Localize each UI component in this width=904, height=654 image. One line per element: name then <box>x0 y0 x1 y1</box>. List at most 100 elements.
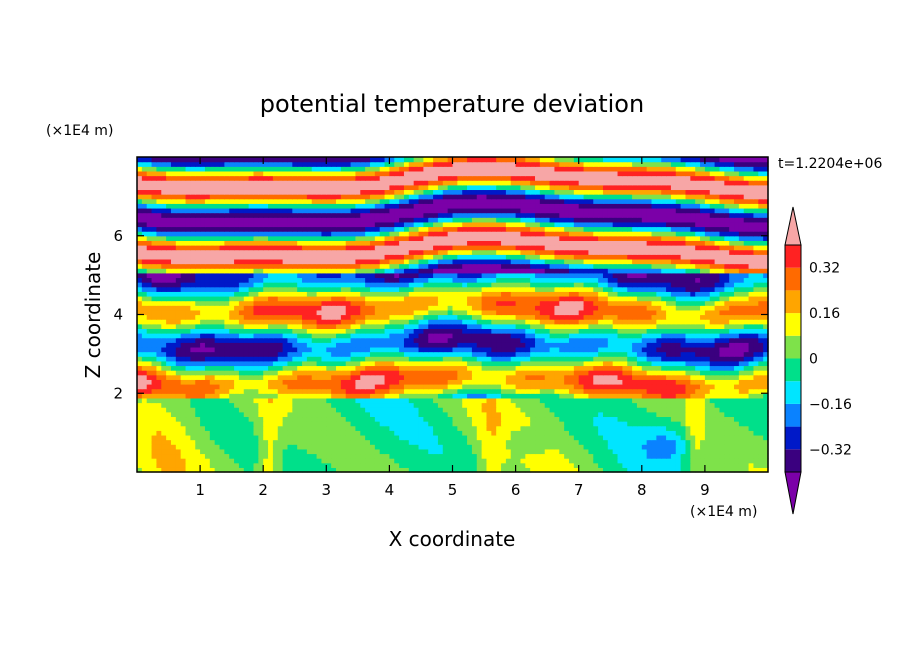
heatmap-cell <box>166 407 172 413</box>
heatmap-cell <box>408 314 415 320</box>
heatmap-cell <box>666 365 672 371</box>
heatmap-cell <box>437 379 444 385</box>
heatmap-cell <box>282 370 289 376</box>
heatmap-cell <box>306 379 313 385</box>
heatmap-cell <box>462 370 468 376</box>
heatmap-cell <box>331 300 337 306</box>
heatmap-cell <box>646 323 653 329</box>
heatmap-cell <box>462 444 468 450</box>
heatmap-cell <box>462 430 468 436</box>
heatmap-cell <box>355 434 361 441</box>
heatmap-cell <box>146 388 153 394</box>
heatmap-cell <box>612 416 619 422</box>
heatmap-cell <box>510 342 517 348</box>
heatmap-cell <box>675 430 682 436</box>
heatmap-cell <box>748 462 755 468</box>
heatmap-cell <box>243 365 250 371</box>
heatmap-cell <box>403 346 410 353</box>
heatmap-cell <box>185 462 191 468</box>
heatmap-cell <box>219 300 225 306</box>
heatmap-cell <box>505 333 512 339</box>
heatmap-cell <box>510 458 517 464</box>
heatmap-cell <box>316 295 323 302</box>
heatmap-cell <box>530 309 536 316</box>
heatmap-cell <box>476 467 483 473</box>
heatmap-cell <box>297 365 303 371</box>
heatmap-cell <box>515 319 522 325</box>
heatmap-cell <box>632 448 638 455</box>
heatmap-cell <box>204 467 211 473</box>
heatmap-cell <box>476 462 483 468</box>
heatmap-cell <box>394 393 400 399</box>
heatmap-cell <box>719 309 725 316</box>
heatmap-cell <box>306 444 313 450</box>
heatmap-cell <box>598 397 604 404</box>
heatmap-cell <box>481 333 488 339</box>
heatmap-cell <box>578 319 585 325</box>
heatmap-cell <box>282 356 289 362</box>
heatmap-cell <box>467 448 473 455</box>
heatmap-cell <box>248 309 255 316</box>
heatmap-cell <box>763 328 769 334</box>
heatmap-cell <box>491 416 497 422</box>
heatmap-cell <box>384 365 390 371</box>
heatmap-cell <box>219 393 225 399</box>
heatmap-cell <box>714 379 721 385</box>
heatmap-cell <box>539 342 546 348</box>
heatmap-cell <box>263 444 269 450</box>
heatmap-cell <box>743 360 750 367</box>
heatmap-cell <box>306 374 313 380</box>
heatmap-cell <box>234 351 240 357</box>
heatmap-cell <box>525 388 531 394</box>
heatmap-cell <box>287 333 293 339</box>
heatmap-cell <box>306 337 313 343</box>
heatmap-cell <box>700 360 706 367</box>
heatmap-cell <box>418 430 424 436</box>
heatmap-cell <box>442 421 449 427</box>
heatmap-cell <box>457 309 463 316</box>
heatmap-cell <box>306 333 313 339</box>
heatmap-cell <box>617 309 623 316</box>
heatmap-cell <box>559 356 565 362</box>
heatmap-cell <box>520 323 526 329</box>
heatmap-cell <box>413 467 420 473</box>
heatmap-cell <box>496 416 502 422</box>
heatmap-cell <box>384 337 390 343</box>
heatmap-cell <box>520 407 526 413</box>
heatmap-cell <box>379 314 386 320</box>
heatmap-cell <box>428 300 434 306</box>
heatmap-cell <box>452 365 458 371</box>
heatmap-cell <box>617 360 623 367</box>
heatmap-cell <box>442 351 449 357</box>
heatmap-cell <box>437 365 444 371</box>
heatmap-cell <box>204 300 211 306</box>
heatmap-cell <box>292 467 298 473</box>
heatmap-cell <box>423 416 429 422</box>
heatmap-cell <box>738 434 745 441</box>
heatmap-cell <box>175 453 182 459</box>
heatmap-cell <box>481 374 488 380</box>
heatmap-cell <box>243 346 250 353</box>
heatmap-cell <box>204 434 211 441</box>
heatmap-cell <box>496 444 502 450</box>
heatmap-cell <box>442 356 449 362</box>
heatmap-cell <box>612 370 619 376</box>
heatmap-cell <box>515 337 522 343</box>
heatmap-cell <box>462 411 468 418</box>
heatmap-cell <box>651 342 657 348</box>
heatmap-cell <box>282 291 289 297</box>
heatmap-cell <box>602 439 609 445</box>
heatmap-cell <box>549 411 556 418</box>
heatmap-cell <box>321 444 327 450</box>
heatmap-cell <box>243 319 250 325</box>
heatmap-cell <box>656 416 662 422</box>
heatmap-cell <box>175 462 182 468</box>
heatmap-cell <box>467 300 473 306</box>
heatmap-cell <box>248 337 255 343</box>
heatmap-cell <box>695 458 701 464</box>
heatmap-cell <box>457 439 463 445</box>
heatmap-cell <box>476 458 483 464</box>
heatmap-cell <box>151 356 158 362</box>
heatmap-cell <box>156 365 162 371</box>
heatmap-cell <box>510 467 517 473</box>
